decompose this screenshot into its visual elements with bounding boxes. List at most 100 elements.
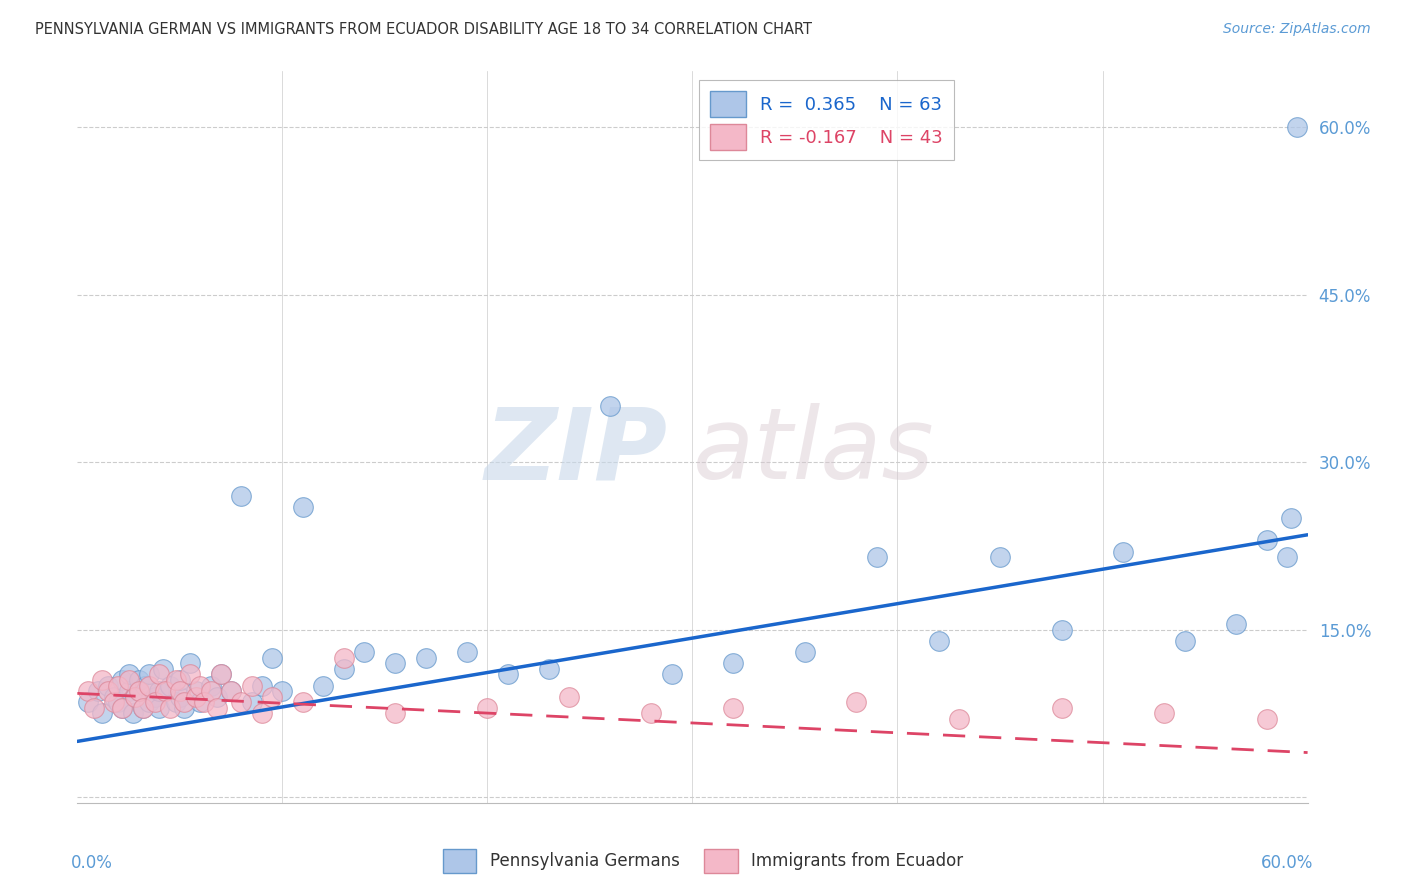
Point: [152, 662, 174, 676]
Text: 0.0%: 0.0%: [72, 854, 112, 872]
Point: [456, 645, 478, 659]
Point: [148, 667, 170, 681]
Point: [155, 684, 177, 698]
Point: [138, 695, 160, 709]
Point: [111, 701, 134, 715]
Point: [1050, 701, 1073, 715]
Point: [312, 679, 335, 693]
Legend: Pennsylvania Germans, Immigrants from Ecuador: Pennsylvania Germans, Immigrants from Ec…: [436, 842, 970, 880]
Point: [262, 650, 284, 665]
Point: [219, 684, 242, 698]
Point: [866, 550, 889, 565]
Text: PENNSYLVANIA GERMAN VS IMMIGRANTS FROM ECUADOR DISABILITY AGE 18 TO 34 CORRELATI: PENNSYLVANIA GERMAN VS IMMIGRANTS FROM E…: [35, 22, 813, 37]
Point: [188, 679, 212, 693]
Point: [143, 695, 166, 709]
Point: [384, 706, 406, 721]
Point: [537, 662, 560, 676]
Point: [250, 679, 273, 693]
Point: [128, 684, 150, 698]
Point: [111, 701, 134, 715]
Point: [124, 690, 146, 704]
Point: [169, 684, 191, 698]
Point: [128, 673, 150, 687]
Point: [1153, 706, 1175, 721]
Point: [188, 695, 212, 709]
Point: [103, 690, 125, 704]
Point: [173, 695, 195, 709]
Point: [138, 667, 160, 681]
Point: [558, 690, 581, 704]
Point: [1174, 633, 1197, 648]
Point: [1256, 712, 1278, 726]
Point: [76, 684, 98, 698]
Point: [103, 695, 125, 709]
Point: [291, 695, 314, 709]
Point: [723, 701, 745, 715]
Point: [1275, 550, 1298, 565]
Point: [948, 712, 970, 726]
Point: [138, 679, 160, 693]
Point: [83, 701, 105, 715]
Point: [117, 667, 139, 681]
Point: [209, 667, 232, 681]
Point: [97, 684, 120, 698]
Point: [165, 673, 187, 687]
Point: [209, 667, 232, 681]
Point: [794, 645, 817, 659]
Point: [111, 673, 134, 687]
Point: [1112, 544, 1135, 558]
Point: [200, 679, 222, 693]
Point: [179, 657, 201, 671]
Y-axis label: Disability Age 18 to 34: Disability Age 18 to 34: [0, 350, 7, 524]
Point: [640, 706, 662, 721]
Point: [87, 684, 110, 698]
Point: [231, 489, 253, 503]
Point: [496, 667, 519, 681]
Point: [124, 690, 146, 704]
Point: [200, 684, 222, 698]
Point: [117, 673, 139, 687]
Point: [291, 500, 314, 514]
Point: [128, 684, 150, 698]
Point: [333, 650, 356, 665]
Point: [117, 684, 139, 698]
Point: [90, 706, 114, 721]
Text: ZIP: ZIP: [485, 403, 668, 500]
Point: [1286, 120, 1309, 135]
Point: [193, 695, 215, 709]
Point: [1256, 533, 1278, 548]
Point: [988, 550, 1011, 565]
Point: [132, 701, 155, 715]
Point: [384, 657, 406, 671]
Point: [415, 650, 437, 665]
Point: [148, 684, 170, 698]
Point: [231, 695, 253, 709]
Point: [186, 690, 208, 704]
Point: [107, 695, 129, 709]
Point: [159, 679, 181, 693]
Text: 60.0%: 60.0%: [1261, 854, 1313, 872]
Point: [179, 667, 201, 681]
Point: [845, 695, 868, 709]
Point: [132, 701, 155, 715]
Point: [107, 679, 129, 693]
Point: [661, 667, 683, 681]
Point: [250, 706, 273, 721]
Text: Source: ZipAtlas.com: Source: ZipAtlas.com: [1223, 22, 1371, 37]
Point: [240, 679, 263, 693]
Legend: R =  0.365    N = 63, R = -0.167    N = 43: R = 0.365 N = 63, R = -0.167 N = 43: [699, 80, 955, 161]
Point: [1050, 623, 1073, 637]
Point: [134, 679, 156, 693]
Point: [173, 701, 195, 715]
Point: [186, 684, 208, 698]
Point: [169, 690, 191, 704]
Point: [928, 633, 950, 648]
Point: [477, 701, 499, 715]
Point: [262, 690, 284, 704]
Point: [1225, 617, 1247, 632]
Point: [90, 673, 114, 687]
Point: [148, 701, 170, 715]
Point: [599, 400, 621, 414]
Point: [76, 695, 98, 709]
Point: [271, 684, 294, 698]
